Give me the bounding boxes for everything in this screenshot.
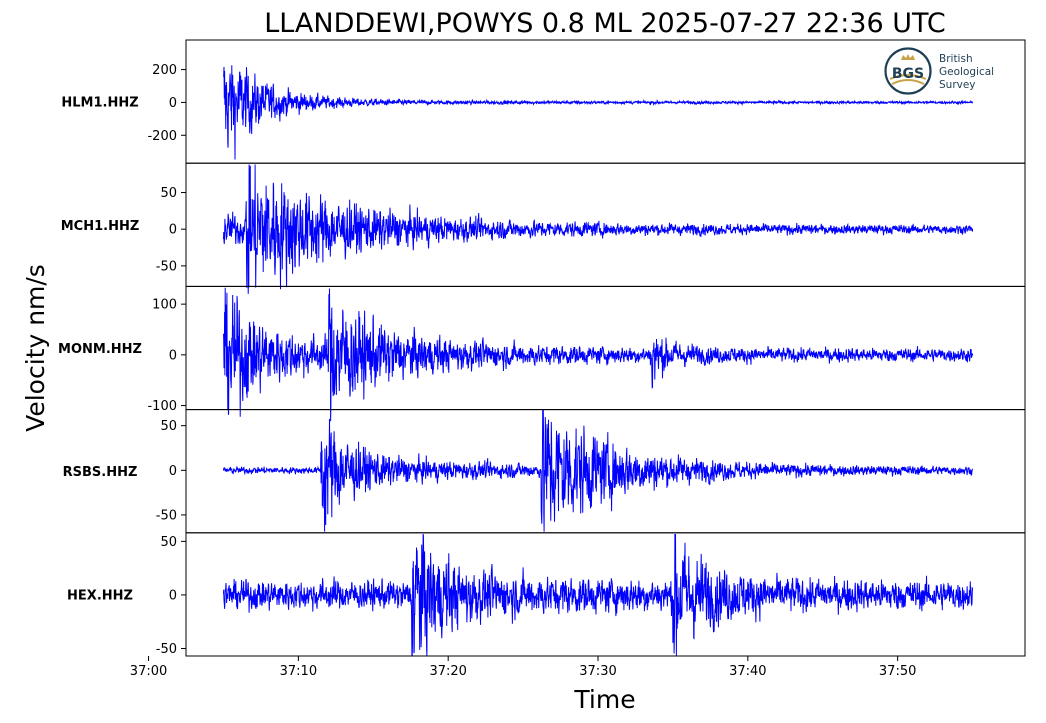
panel-frame [185, 532, 1026, 657]
station-label: MONM.HHZ [58, 342, 142, 357]
x-tick-label: 37:20 [429, 664, 466, 679]
bgs-logo: BGS British Geological Survey [884, 47, 994, 95]
logo-wave-icon [889, 74, 927, 80]
waveform-line [223, 409, 974, 532]
y-axis-label: Velocity nm/s [21, 264, 50, 432]
station-label: HLM1.HHZ [61, 96, 138, 111]
x-tick-label: 37:10 [280, 664, 317, 679]
station-label: HEX.HHZ [67, 588, 133, 603]
station-label: RSBS.HHZ [63, 465, 138, 480]
y-tick-label: 0 [169, 464, 177, 479]
waveform-line [223, 164, 974, 294]
x-axis-ticks: 37:00 37:10 37:20 37:30 37:40 37:50 [130, 656, 916, 679]
y-tick-label: 100 [152, 298, 177, 313]
station-label: MCH1.HHZ [61, 219, 140, 234]
y-tick-label: -50 [156, 259, 177, 274]
panel-hlm1-hhz: 200 0 -200 HLM1.HHZ [61, 39, 1026, 164]
y-tick-label: 50 [160, 186, 177, 201]
logo-line-3: Survey [939, 79, 976, 91]
panel-rsbs-hhz: 50 0 -50 RSBS.HHZ [63, 409, 1026, 534]
crown-icon [901, 54, 915, 60]
y-tick-label: -100 [147, 399, 177, 414]
panel-mch1-hhz: 50 0 -50 MCH1.HHZ [61, 162, 1026, 294]
logo-wave-icon [891, 79, 925, 85]
y-tick-label: -200 [147, 129, 177, 144]
y-tick-label: -50 [156, 508, 177, 523]
waveform-line [223, 65, 974, 160]
panel-hex-hhz: 50 0 -50 HEX.HHZ [67, 532, 1026, 657]
y-tick-label: -50 [156, 642, 177, 657]
x-tick-label: 37:40 [729, 664, 766, 679]
x-tick-label: 37:50 [879, 664, 916, 679]
logo-line-2: Geological [939, 66, 994, 78]
y-tick-label: 0 [169, 348, 177, 363]
panel-monm-hhz: 100 0 -100 MONM.HHZ [58, 285, 1026, 422]
logo-line-1: British [939, 53, 973, 65]
y-tick-label: 0 [169, 96, 177, 111]
y-tick-label: 0 [169, 588, 177, 603]
logo-monogram: BGS [892, 66, 924, 82]
y-tick-label: 0 [169, 223, 177, 238]
x-tick-label: 37:00 [130, 664, 167, 679]
y-tick-label: 50 [160, 535, 177, 550]
y-tick-label: 50 [160, 419, 177, 434]
x-axis-label: Time [573, 685, 635, 714]
waveform-line [223, 287, 974, 422]
chart-title: LLANDDEWI,POWYS 0.8 ML 2025-07-27 22:36 … [264, 8, 946, 39]
y-tick-label: 200 [152, 63, 177, 78]
station-panels: 200 0 -200 HLM1.HHZ 50 0 -50 MCH1.HHZ 100 0 -100 MO… [58, 39, 1026, 657]
waveform-line [223, 533, 974, 657]
x-tick-label: 37:30 [579, 664, 616, 679]
